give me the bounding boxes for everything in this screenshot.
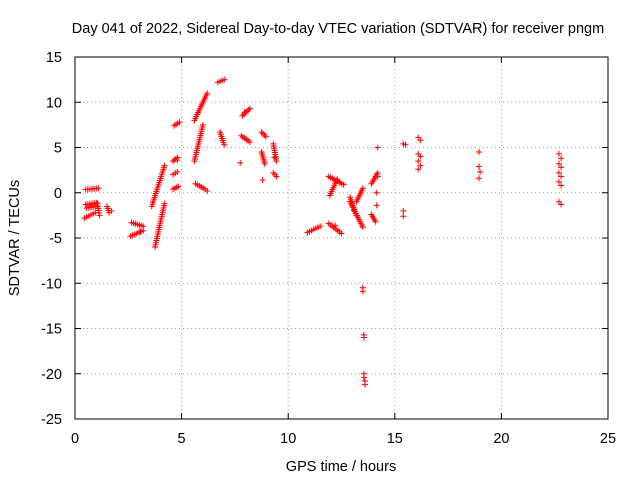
data-point	[241, 109, 248, 116]
data-point	[174, 168, 181, 175]
data-point	[161, 200, 168, 207]
x-tick-label: 25	[600, 431, 616, 447]
data-point	[108, 207, 115, 214]
data-point	[359, 224, 366, 231]
y-tick-label: -15	[41, 322, 62, 338]
data-point	[175, 183, 182, 190]
data-point	[558, 173, 565, 180]
data-point	[273, 173, 280, 180]
y-tick-label: -20	[41, 367, 62, 383]
data-point	[237, 159, 244, 166]
data-point	[558, 201, 565, 208]
data-point	[273, 158, 280, 165]
data-point	[360, 334, 367, 341]
data-point	[555, 160, 562, 167]
data-point	[417, 137, 424, 144]
y-tick-label: 10	[46, 95, 62, 111]
data-point	[176, 119, 183, 126]
data-point	[372, 218, 379, 225]
data-point	[373, 189, 380, 196]
data-point	[374, 173, 381, 180]
data-point	[374, 144, 381, 151]
data-point	[317, 223, 324, 230]
data-point	[140, 223, 147, 230]
data-point	[332, 222, 339, 229]
data-point	[359, 185, 366, 192]
y-tick-label: 5	[54, 141, 62, 157]
data-point	[95, 185, 102, 192]
data-point	[93, 199, 100, 206]
data-point	[261, 160, 268, 167]
data-point	[360, 374, 367, 381]
data-point	[400, 207, 407, 214]
chart-title: Day 041 of 2022, Sidereal Day-to-day VTE…	[72, 21, 604, 37]
y-tick-label: 15	[46, 50, 62, 66]
data-point	[400, 213, 407, 220]
data-point	[402, 141, 409, 148]
data-point	[415, 158, 422, 165]
data-point	[476, 149, 483, 156]
data-point	[555, 178, 562, 185]
data-point	[477, 168, 484, 175]
data-point	[476, 175, 483, 182]
data-point	[353, 212, 360, 219]
data-points	[81, 76, 565, 388]
x-tick-label: 10	[280, 431, 296, 447]
data-point	[340, 181, 347, 188]
data-point	[417, 153, 424, 160]
data-point	[221, 76, 228, 83]
y-tick-label: -25	[41, 412, 62, 428]
plot-frame	[74, 56, 609, 420]
data-point	[199, 121, 206, 128]
x-tick-label: 5	[178, 431, 186, 447]
data-point	[555, 150, 562, 157]
tick-labels: 0 5 10 15 20 25 15 10 5 0 -5 -10 -15 -20 -25	[41, 50, 616, 447]
data-point	[558, 155, 565, 162]
data-point	[417, 162, 424, 169]
data-point	[204, 187, 211, 194]
data-point	[555, 169, 562, 176]
data-point	[242, 109, 249, 116]
data-point	[271, 154, 278, 161]
y-tick-label: -10	[41, 276, 62, 292]
y-tick-label: -5	[49, 231, 62, 247]
data-point	[476, 163, 483, 170]
data-point	[361, 381, 368, 388]
data-point	[221, 141, 228, 148]
data-point	[261, 132, 268, 139]
data-point	[415, 166, 422, 173]
data-point	[262, 133, 269, 140]
data-point	[96, 212, 103, 219]
data-point	[259, 177, 266, 184]
data-point	[161, 162, 168, 169]
grid-lines	[75, 57, 608, 419]
data-point	[259, 130, 266, 137]
data-point	[246, 139, 253, 146]
data-point	[338, 230, 345, 237]
x-tick-label: 15	[387, 431, 403, 447]
x-tick-label: 20	[493, 431, 509, 447]
data-point	[174, 157, 181, 164]
data-point	[558, 182, 565, 189]
data-point	[359, 288, 366, 295]
data-point	[245, 107, 252, 114]
y-tick-label: 0	[54, 186, 62, 202]
data-point	[246, 105, 253, 112]
data-point	[351, 207, 358, 214]
x-tick-label: 0	[71, 431, 79, 447]
y-axis-label: SDTVAR / TECUs	[7, 180, 23, 296]
data-point	[239, 112, 246, 119]
data-point	[258, 129, 265, 136]
data-point	[204, 90, 211, 97]
data-point	[334, 176, 341, 183]
data-point	[558, 164, 565, 171]
x-axis-label: GPS time / hours	[286, 459, 396, 475]
data-point	[373, 202, 380, 209]
data-point	[137, 228, 144, 235]
